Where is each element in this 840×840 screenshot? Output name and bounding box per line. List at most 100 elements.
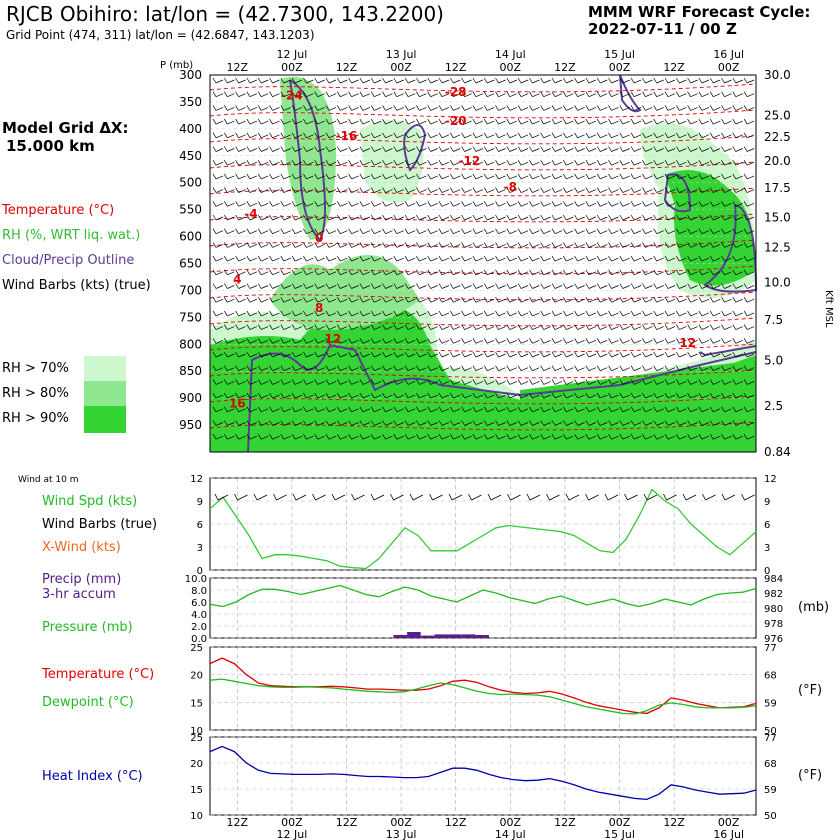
time-tick-label-top: 00Z — [609, 61, 631, 74]
isotherm-line — [209, 317, 757, 327]
wind-barb — [551, 91, 563, 98]
wind-barb — [427, 118, 438, 125]
wind-barb — [540, 420, 551, 426]
wind-barb — [653, 338, 664, 344]
wind-barb — [427, 283, 438, 289]
wind-barb — [382, 392, 393, 399]
wind-barb — [664, 77, 676, 84]
wind-barb — [449, 132, 461, 139]
wind-barb — [540, 228, 551, 235]
wind-barb — [336, 420, 348, 426]
wind-barb — [235, 187, 246, 193]
wind-barb — [359, 160, 371, 166]
wind-barb — [506, 77, 517, 84]
wind-barb — [743, 351, 755, 358]
wind-barb — [280, 297, 291, 303]
wind-barb — [540, 118, 551, 125]
wind-barb — [495, 160, 506, 166]
wind-barb — [743, 146, 755, 152]
wind-barb — [483, 324, 495, 330]
wind-barb — [630, 160, 642, 166]
wind-barb — [404, 105, 416, 111]
wind-barb — [336, 146, 348, 152]
wind-barb — [732, 338, 743, 344]
wind-barb — [562, 214, 574, 221]
wind-barb — [743, 310, 755, 317]
wind-barb — [291, 160, 303, 166]
wind-barb — [291, 351, 303, 358]
surface-wind-barb — [487, 493, 502, 501]
time-tick-label-bottom: 12Z — [554, 816, 576, 829]
wind-barb — [596, 297, 608, 303]
wind-barb — [235, 146, 246, 152]
wind-barb — [449, 310, 461, 317]
precip-tick-label: 2.0 — [191, 622, 207, 633]
wind-barb — [495, 228, 506, 235]
wind-barb — [721, 255, 732, 262]
wind-barb — [483, 173, 495, 180]
wind-barb — [438, 351, 450, 358]
wind-barb — [348, 420, 359, 426]
wind-barb — [687, 118, 698, 125]
wind-barb — [416, 338, 427, 344]
heat-index-tick-label: 25 — [190, 733, 203, 744]
wind-barb — [246, 77, 258, 84]
wind-barb — [223, 91, 235, 98]
wind-barb — [212, 132, 224, 139]
wind-barb — [393, 77, 404, 84]
wind-barb — [517, 132, 529, 139]
wind-barb — [642, 365, 653, 372]
wind-tick-label-right: 9 — [764, 497, 770, 508]
wind-barb — [687, 173, 698, 180]
pressure-tick-label: 700 — [179, 283, 202, 297]
wind-barb — [495, 310, 506, 317]
wind-barb — [257, 105, 269, 111]
wind-barb — [585, 297, 597, 303]
wind-barb — [291, 324, 303, 330]
wind-barb — [291, 214, 303, 221]
wind-barb — [653, 160, 664, 166]
wind-barb — [461, 365, 472, 372]
wind-barb — [483, 434, 495, 440]
wind-barb — [551, 379, 563, 385]
wind-barb — [325, 201, 337, 207]
wind-barb — [506, 351, 517, 358]
wind-barb — [664, 214, 676, 221]
wind-barb — [642, 242, 653, 248]
wind-barb — [336, 201, 348, 207]
wind-barb — [574, 365, 585, 372]
wind-barb — [223, 118, 235, 125]
wind-barb — [291, 91, 303, 98]
wind-barb — [472, 283, 484, 289]
wind-barb — [506, 91, 517, 98]
time-tick-label-top: 12Z — [554, 61, 576, 74]
height-axis-title: Kft MSL — [823, 290, 834, 328]
isotherm-label: -4 — [244, 207, 257, 221]
wind-barb — [280, 365, 291, 372]
rh90-region-surface-right — [520, 360, 756, 452]
wind-barb — [732, 91, 743, 98]
wind-barb — [348, 392, 359, 399]
wind-barb — [314, 255, 325, 262]
wind-barb — [382, 132, 393, 139]
wind-barb — [303, 297, 314, 303]
wind-barb — [630, 132, 642, 139]
wind-barb — [303, 132, 314, 139]
wind-barb — [743, 77, 755, 84]
wind-barb — [212, 105, 224, 111]
wind-barb — [314, 434, 325, 440]
wind-barb — [653, 146, 664, 152]
precip-bar — [407, 632, 421, 638]
wind-barb — [596, 187, 608, 193]
legend-rh: RH (%, WRT liq. wat.) — [2, 228, 141, 243]
wind-barb — [472, 91, 484, 98]
isotherm-line — [209, 213, 757, 223]
wind-barb — [291, 434, 303, 440]
wind-speed-line — [209, 488, 757, 570]
wind-barb — [212, 420, 224, 426]
wind-barb — [698, 310, 710, 317]
wind-barb — [642, 420, 653, 426]
wind-barb — [653, 242, 664, 248]
wind-barb — [495, 283, 506, 289]
legend-wind-barbs: Wind Barbs (kts) (true) — [2, 278, 151, 293]
